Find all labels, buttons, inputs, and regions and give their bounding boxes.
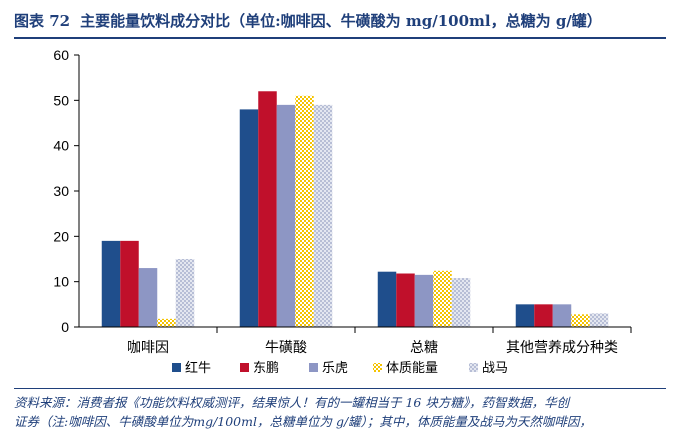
bar-5-2: [313, 104, 333, 327]
legend-swatch: [309, 363, 318, 372]
y-tick-label: 60: [53, 47, 69, 63]
source-line-1: 资料来源：消费者报《功能饮料权威测评，结果惊人！有的一罐相当于 16 块方糖》，…: [14, 395, 570, 410]
bar-3-3: [414, 274, 434, 327]
legend-swatch: [172, 363, 181, 372]
x-tick-label: 其他营养成分种类: [506, 340, 618, 356]
bar-4-1: [157, 318, 176, 327]
figure-label: 图表 72: [14, 12, 71, 30]
x-axis: 咖啡因 牛磺酸 总糖 其他营养成分种类: [127, 327, 632, 356]
legend-label: 乐虎: [322, 361, 348, 376]
x-tick-label: 牛磺酸: [265, 340, 307, 356]
legend: 红牛 东鹏 乐虎 体质能量 战马: [172, 360, 508, 376]
y-tick-label: 10: [53, 274, 69, 290]
bars-group: [101, 91, 609, 328]
y-tick-label: 50: [53, 92, 69, 108]
x-tick-label: 咖啡因: [127, 340, 169, 356]
bar-2-3: [396, 273, 415, 327]
legend-swatch: [469, 363, 478, 372]
bar-3-1: [138, 268, 158, 327]
bar-1-4: [515, 304, 535, 327]
figure-title: 主要能量饮料成分对比（单位:咖啡因、牛磺酸为 mg/100ml，总糖为 g/罐）: [80, 12, 602, 30]
legend-label: 战马: [482, 361, 508, 376]
y-axis: 0 10 20 30 40 50 60: [53, 47, 79, 335]
source-line-2: 证券（注:咖啡因、牛磺酸单位为mg/100ml，总糖单位为 g/罐）；其中，体质…: [14, 414, 592, 429]
y-tick-label: 40: [53, 138, 69, 154]
bar-5-1: [175, 259, 195, 327]
legend-label: 红牛: [185, 360, 211, 376]
bar-4-3: [433, 270, 452, 327]
bar-1-1: [101, 240, 121, 327]
x-tick-label: 总糖: [410, 340, 438, 356]
source-rule: [14, 388, 666, 389]
legend-label: 东鹏: [253, 361, 279, 376]
bar-2-2: [258, 91, 277, 327]
bar-5-3: [451, 278, 471, 327]
y-tick-label: 0: [61, 319, 69, 335]
source-note: 资料来源：消费者报《功能饮料权威测评，结果惊人！有的一罐相当于 16 块方糖》，…: [14, 393, 666, 431]
y-tick-label: 30: [53, 183, 69, 199]
bar-4-2: [295, 95, 314, 327]
bar-3-4: [552, 304, 572, 327]
figure-title-bar: 图表 72 主要能量饮料成分对比（单位:咖啡因、牛磺酸为 mg/100ml，总糖为…: [14, 10, 664, 32]
bar-5-4: [589, 313, 609, 327]
bar-1-3: [377, 271, 397, 327]
legend-label: 体质能量: [386, 361, 438, 376]
bar-4-4: [571, 314, 590, 327]
legend-swatch: [240, 363, 249, 372]
title-rule: [14, 37, 666, 39]
bar-2-1: [120, 240, 139, 327]
legend-swatch: [373, 363, 382, 372]
bar-2-4: [534, 304, 553, 327]
y-tick-label: 20: [53, 228, 69, 244]
bar-chart: 0 10 20 30 40 50 60 咖啡因 牛磺酸 总糖 其他营养成分种类 红牛 东鹏 乐虎 体质能…: [53, 47, 632, 376]
bar-3-2: [276, 104, 296, 327]
bar-1-2: [239, 109, 259, 328]
